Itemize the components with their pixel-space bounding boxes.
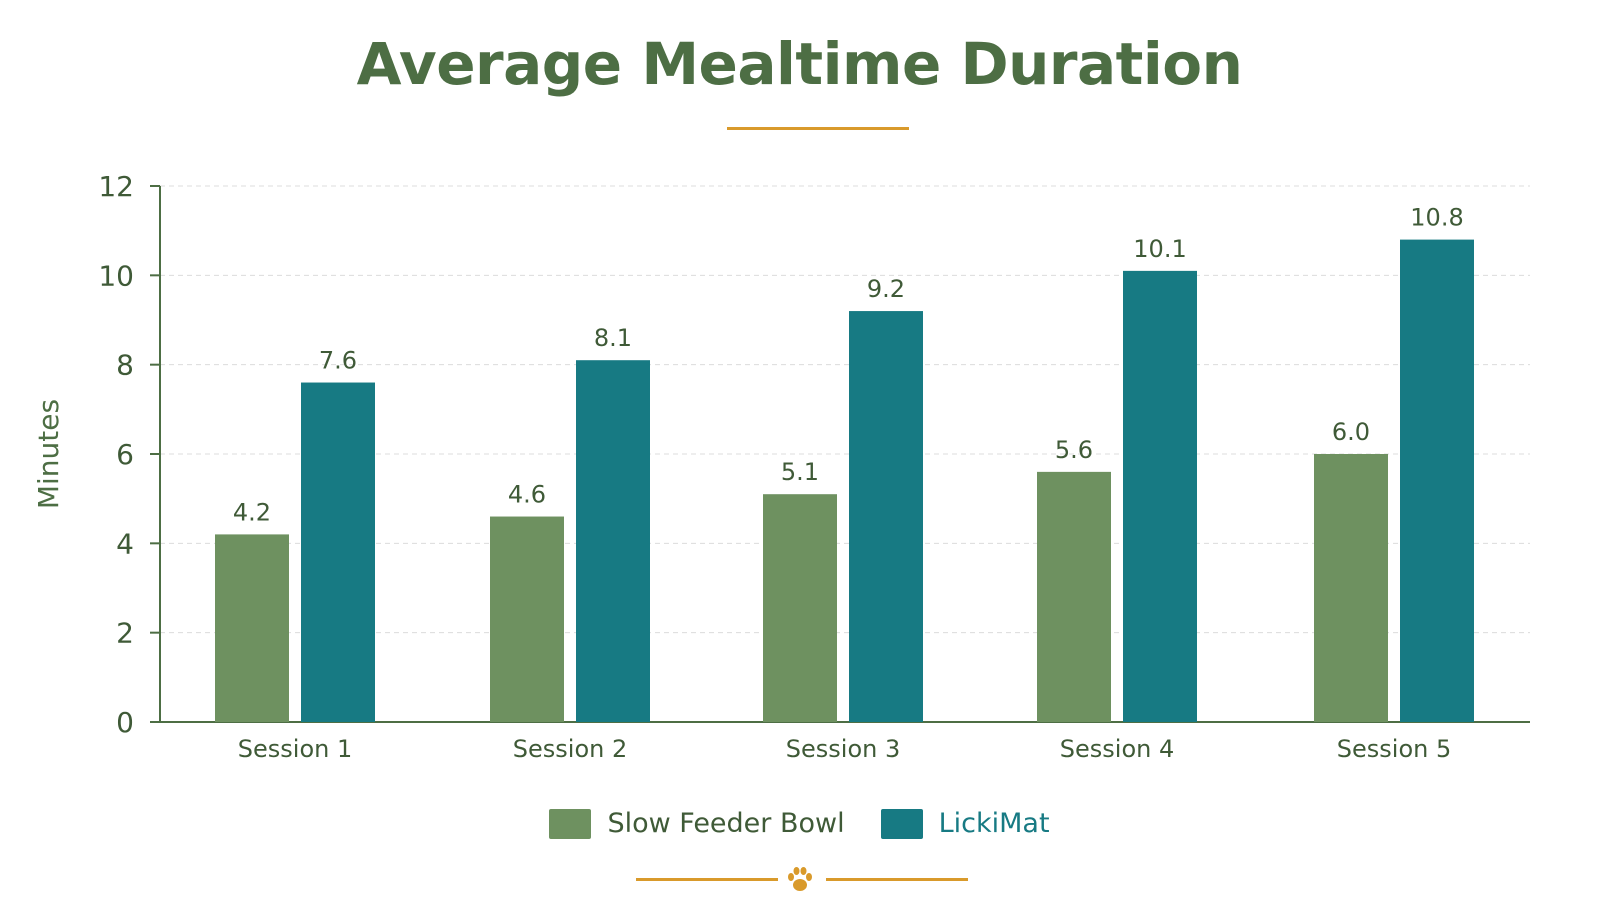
legend-swatch-lickimat [880, 808, 923, 839]
legend: Slow Feeder Bowl LickiMat [0, 808, 1599, 839]
x-tick-label: Session 5 [1337, 735, 1451, 763]
bar-lickimat [301, 382, 375, 722]
bar-lickimat [576, 360, 650, 722]
x-tick-label: Session 1 [238, 735, 352, 763]
footer-ornament [0, 866, 1599, 896]
legend-swatch-slow-feeder [549, 808, 592, 839]
y-tick-label: 0 [116, 706, 134, 739]
footer-rule-right [826, 878, 968, 881]
legend-label-lickimat: LickiMat [938, 808, 1050, 839]
data-label: 8.1 [594, 324, 632, 352]
bar-lickimat [1400, 239, 1474, 722]
data-label: 5.6 [1055, 436, 1093, 464]
legend-item-lickimat: LickiMat [880, 808, 1050, 839]
data-label: 6.0 [1332, 418, 1370, 446]
x-tick-label: Session 4 [1060, 735, 1174, 763]
x-tick-label: Session 3 [786, 735, 900, 763]
bar-slow-feeder [215, 534, 289, 722]
data-label: 5.1 [781, 458, 819, 486]
data-label: 9.2 [867, 275, 905, 303]
data-label: 4.6 [508, 481, 546, 509]
bar-lickimat [1123, 270, 1197, 722]
title-underline [727, 127, 909, 130]
legend-item-slow-feeder: Slow Feeder Bowl [549, 808, 845, 839]
bar-lickimat [849, 311, 923, 722]
y-tick-label: 2 [116, 617, 134, 650]
y-tick-label: 6 [116, 438, 134, 471]
y-axis-label: Minutes [32, 399, 65, 509]
bar-slow-feeder [763, 494, 837, 722]
data-label: 7.6 [319, 347, 357, 375]
data-label: 10.8 [1410, 204, 1463, 232]
footer-rule-left [636, 878, 778, 881]
y-tick-label: 8 [116, 349, 134, 382]
y-tick-label: 4 [116, 527, 134, 560]
data-label: 10.1 [1133, 235, 1186, 263]
x-tick-label: Session 2 [513, 735, 627, 763]
paw-icon [788, 867, 812, 891]
y-tick-label: 10 [98, 259, 134, 292]
bar-slow-feeder [1314, 454, 1388, 722]
chart-title: Average Mealtime Duration [356, 30, 1243, 98]
bar-slow-feeder [490, 516, 564, 722]
bar-slow-feeder [1037, 471, 1111, 722]
data-label: 4.2 [233, 498, 271, 526]
y-tick-label: 12 [98, 170, 134, 203]
legend-label-slow-feeder: Slow Feeder Bowl [607, 808, 845, 839]
